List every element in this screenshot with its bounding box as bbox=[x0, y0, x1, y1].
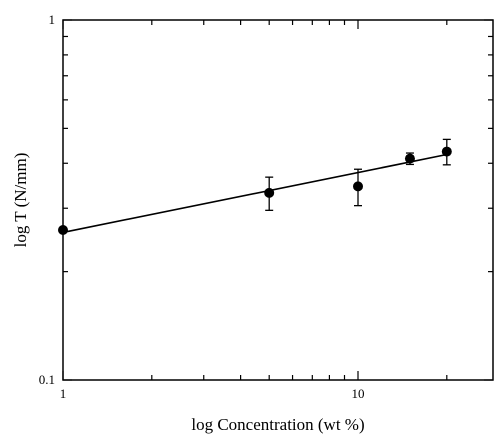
data-point bbox=[404, 153, 415, 164]
fit-layer bbox=[62, 153, 447, 234]
y-tick-label: 1 bbox=[49, 12, 56, 27]
data-point bbox=[441, 146, 452, 157]
fit-line bbox=[62, 153, 447, 234]
data-point bbox=[353, 181, 363, 192]
x-tick-label: 10 bbox=[352, 386, 365, 401]
x-axis-label: log Concentration (wt %) bbox=[191, 415, 364, 434]
plot-frame bbox=[62, 19, 494, 381]
x-tick-label: 1 bbox=[60, 386, 67, 401]
points-layer bbox=[58, 138, 452, 236]
minor-ticks bbox=[63, 20, 493, 380]
data-point bbox=[264, 187, 275, 198]
y-axis-label: log T (N/mm) bbox=[11, 153, 30, 248]
data-point bbox=[58, 225, 68, 236]
y-tick-label: 0.1 bbox=[39, 372, 55, 387]
tick-labels: 1 10 0.1 1 bbox=[39, 12, 365, 401]
major-ticks bbox=[62, 19, 493, 381]
